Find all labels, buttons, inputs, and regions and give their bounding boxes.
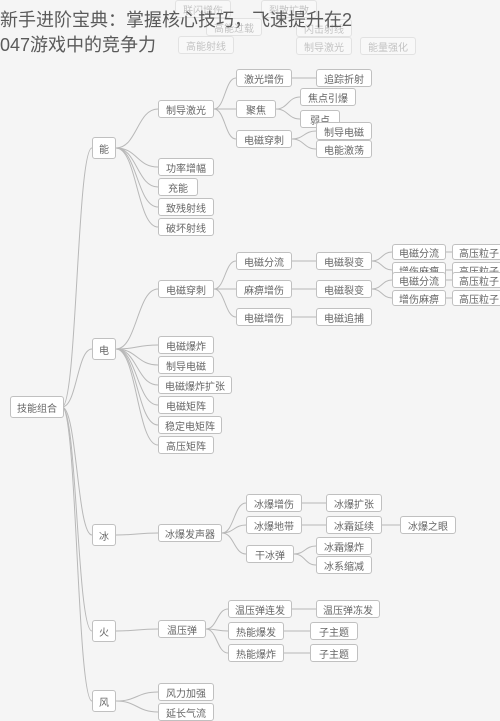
node-n2b: 电磁穿刺 — [236, 130, 292, 148]
node-d1b: 麻痹增伤 — [236, 280, 292, 298]
node-d1c1: 电磁追捕 — [316, 308, 372, 326]
node-h1a: 温压弹连发 — [228, 600, 292, 618]
node-d2: 电磁爆炸 — [158, 336, 214, 354]
node-fe2: 延长气流 — [158, 703, 214, 721]
node-root: 技能组合 — [10, 396, 64, 418]
node-bing: 冰 — [92, 524, 116, 546]
title-line-2: 047游戏中的竞争力 — [0, 35, 156, 55]
node-n1: 激光增伤 — [236, 69, 292, 87]
node-huo: 火 — [92, 620, 116, 642]
node-d1b1b: 增伤麻痹 — [392, 290, 446, 306]
node-d1b1aa: 高压粒子 — [452, 272, 500, 288]
node-h1a1: 温压弹冻发 — [316, 600, 380, 618]
node-b1c1: 冰霜爆炸 — [316, 537, 372, 555]
node-b1b1: 冰霜延续 — [326, 516, 382, 534]
node-d1b1: 电磁裂变 — [316, 280, 372, 298]
node-d5: 电磁矩阵 — [158, 396, 214, 414]
node-n2b1: 制导电磁 — [316, 122, 372, 140]
node-h1c1: 子主题 — [310, 644, 358, 662]
node-b1b1a: 冰爆之眼 — [400, 516, 456, 534]
node-d4: 电磁爆炸扩张 — [158, 376, 232, 394]
node-d1a1aa: 高压粒子 — [452, 244, 500, 260]
node-b1a: 冰爆增伤 — [246, 494, 302, 512]
node-feng: 风 — [92, 690, 116, 712]
node-n2a: 聚焦 — [236, 100, 276, 118]
node-d1b1bb: 高压粒子 — [452, 290, 500, 306]
node-n5: 致残射线 — [158, 198, 214, 216]
node-d1a1a: 电磁分流 — [392, 244, 446, 260]
node-d7: 高压矩阵 — [158, 436, 214, 454]
node-b1c: 干冰弹 — [246, 545, 294, 563]
node-n3: 功率增幅 — [158, 158, 214, 176]
node-b1: 冰爆发声器 — [158, 524, 222, 542]
node-n1a: 追踪折射 — [316, 69, 372, 87]
node-h1b1: 子主题 — [310, 622, 358, 640]
node-d3: 制导电磁 — [158, 356, 214, 374]
node-d6: 稳定电矩阵 — [158, 416, 222, 434]
node-neng: 能 — [92, 137, 116, 159]
node-b1b: 冰爆地带 — [246, 516, 302, 534]
node-fe1: 风力加强 — [158, 683, 214, 701]
node-n6: 破坏射线 — [158, 218, 214, 236]
node-h1: 温压弹 — [158, 620, 206, 638]
node-d1a: 电磁分流 — [236, 252, 292, 270]
node-h1c: 热能爆炸 — [228, 644, 284, 662]
node-n4: 充能 — [158, 178, 198, 196]
node-d1b1a: 电磁分流 — [392, 272, 446, 288]
node-n2: 制导激光 — [158, 100, 214, 118]
node-h1b: 热能爆发 — [228, 622, 284, 640]
node-d1c: 电磁增伤 — [236, 308, 292, 326]
node-b1c2: 冰系缩减 — [316, 556, 372, 574]
page-title: 新手进阶宝典：掌握核心技巧，飞速提升在2 047游戏中的竞争力 — [0, 8, 500, 58]
node-n2b2: 电能激荡 — [316, 140, 372, 158]
node-d1: 电磁穿刺 — [158, 280, 214, 298]
node-d1a1: 电磁裂变 — [316, 252, 372, 270]
node-n2a1: 焦点引爆 — [300, 88, 356, 106]
title-line-1: 新手进阶宝典：掌握核心技巧，飞速提升在2 — [0, 10, 352, 30]
node-dian: 电 — [92, 338, 116, 360]
mindmap-diagram: 技能组合能电冰火风联闪增伤裂散扩散高能过载闪击射线高能射线制导激光能量强化激光增… — [0, 0, 500, 717]
node-b1a1: 冰爆扩张 — [326, 494, 382, 512]
